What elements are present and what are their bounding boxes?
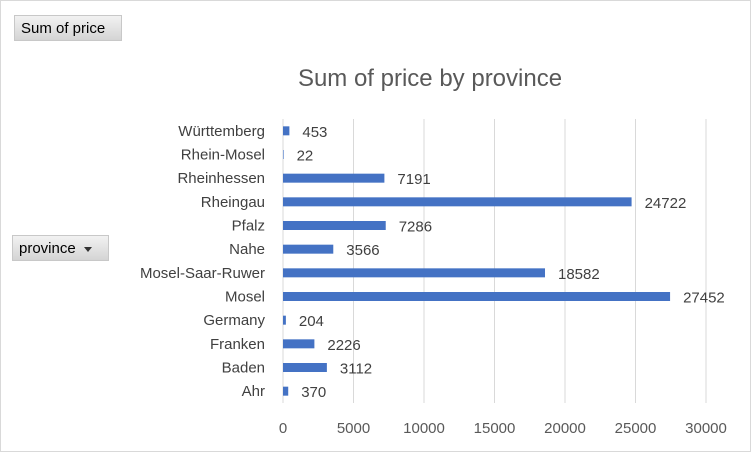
data-label: 7286 <box>399 219 432 236</box>
category-label: Baden <box>222 360 265 377</box>
bar <box>283 150 284 159</box>
bars <box>283 126 671 396</box>
bar <box>283 244 334 254</box>
x-tick-label: 5000 <box>337 420 370 437</box>
bar <box>283 339 315 349</box>
data-label: 204 <box>299 313 324 330</box>
x-tick-label: 30000 <box>685 420 727 437</box>
data-label: 18582 <box>558 266 600 283</box>
bar <box>283 221 386 230</box>
data-label: 24722 <box>645 195 687 212</box>
bar <box>283 126 290 136</box>
bar <box>283 292 671 301</box>
gridlines <box>282 119 707 403</box>
x-axis-ticks: 0 5000 10000 15000 20000 25000 30000 <box>279 420 727 437</box>
bar <box>283 315 286 325</box>
bar <box>283 386 289 396</box>
x-tick-label: 0 <box>279 420 287 437</box>
data-label: 3566 <box>346 242 379 259</box>
category-label: Franken <box>210 336 265 353</box>
data-label: 3112 <box>340 361 372 378</box>
x-tick-label: 20000 <box>544 420 586 437</box>
chart-title: Sum of price by province <box>298 65 562 92</box>
category-labels: Württemberg Rhein-Mosel Rheinhessen Rheinga… <box>140 123 266 400</box>
category-label: Württemberg <box>178 123 265 140</box>
data-label: 370 <box>301 384 326 401</box>
category-label: Pfalz <box>232 218 265 235</box>
bar <box>283 197 632 207</box>
bar <box>283 173 385 183</box>
category-label: Ahr <box>242 383 265 400</box>
x-tick-label: 10000 <box>403 420 445 437</box>
category-label: Nahe <box>229 241 265 258</box>
value-field-button[interactable]: Sum of price <box>14 15 122 41</box>
bar <box>283 363 327 372</box>
dropdown-arrow-icon[interactable] <box>83 246 92 252</box>
row-field-button[interactable]: province <box>12 235 109 261</box>
category-label: Germany <box>203 312 265 329</box>
category-label: Rheinhessen <box>177 170 265 187</box>
category-label: Rhein-Mosel <box>181 147 265 164</box>
row-field-label: province <box>19 240 76 257</box>
category-label: Rheingau <box>201 194 265 211</box>
data-label: 22 <box>297 148 314 165</box>
category-label: Mosel-Saar-Ruwer <box>140 265 265 282</box>
bar <box>283 268 546 278</box>
x-tick-label: 15000 <box>474 420 516 437</box>
data-label: 2226 <box>327 337 360 354</box>
data-label: 453 <box>302 124 327 141</box>
category-label: Mosel <box>225 289 265 306</box>
value-field-label: Sum of price <box>21 20 106 37</box>
data-label: 27452 <box>683 290 725 307</box>
x-tick-label: 25000 <box>615 420 657 437</box>
data-label: 7191 <box>397 171 430 188</box>
